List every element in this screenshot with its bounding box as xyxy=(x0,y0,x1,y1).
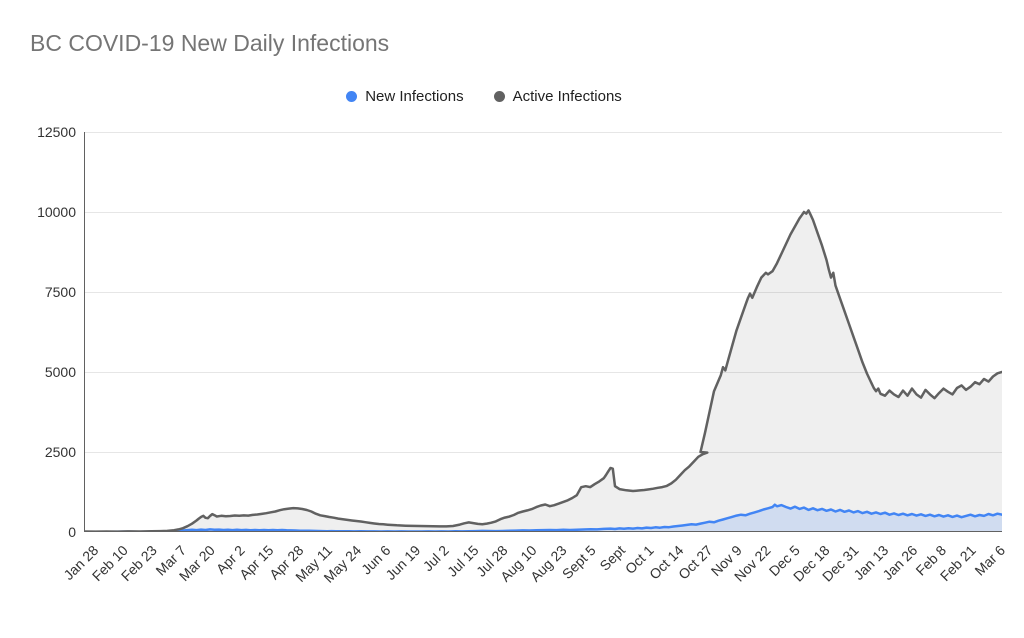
legend-item-new-infections[interactable]: New Infections xyxy=(346,88,464,105)
y-axis-label: 12500 xyxy=(37,124,76,140)
x-axis-label: Mar 6 xyxy=(971,542,1009,579)
active-infections-area xyxy=(84,210,1002,532)
legend-label-active-infections: Active Infections xyxy=(512,88,622,105)
x-axis-label: Jul 15 xyxy=(443,542,482,580)
legend-item-active-infections[interactable]: Active Infections xyxy=(493,88,622,105)
y-axis-label: 2500 xyxy=(44,444,76,460)
x-axis-label: Sept xyxy=(596,542,628,574)
new-infections-area xyxy=(84,504,1002,532)
new-infections-dot-icon xyxy=(346,91,358,102)
legend-label-new-infections: New Infections xyxy=(365,88,464,105)
active-infections-line xyxy=(84,209,1002,532)
y-axis-label: 10000 xyxy=(37,204,76,220)
legend: New Infections Active Infections xyxy=(0,88,1024,105)
y-axis-label: 5000 xyxy=(44,364,76,380)
y-axis-label: 7500 xyxy=(44,284,76,300)
new-infections-line xyxy=(84,503,1002,532)
active-infections-dot-icon xyxy=(493,91,505,102)
plot-area xyxy=(84,132,1002,532)
chart-title: BC COVID-19 New Daily Infections xyxy=(30,30,390,56)
y-axis-label: 0 xyxy=(68,524,76,540)
